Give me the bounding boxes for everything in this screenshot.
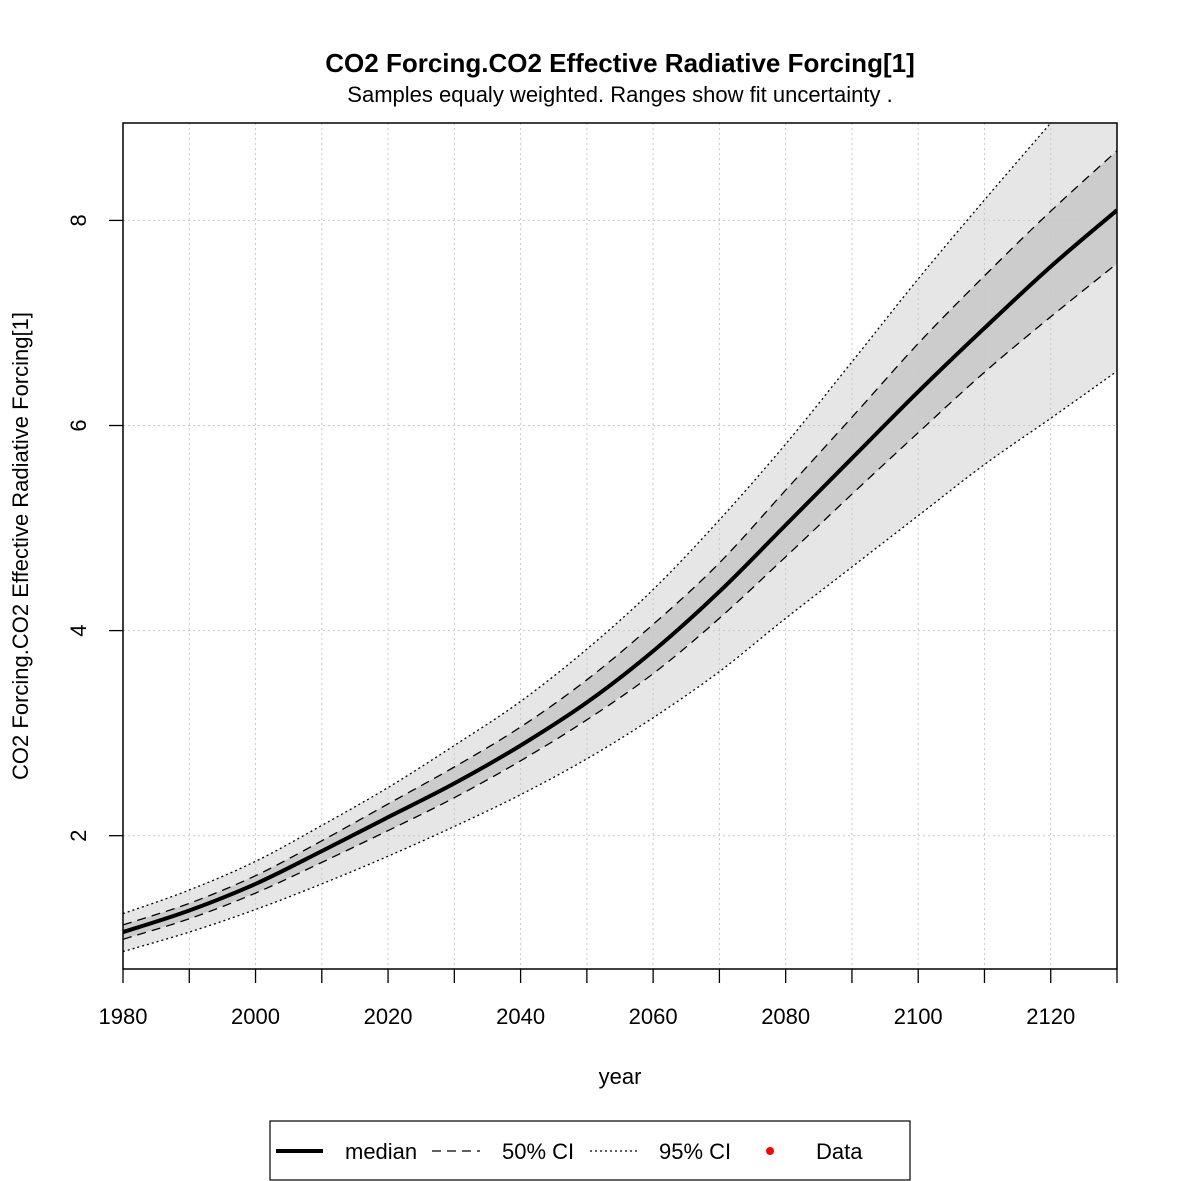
- band-95-ci: [123, 123, 1117, 952]
- series-line-95-ci-lower: [123, 370, 1117, 953]
- y-tick-label: 4: [66, 624, 91, 636]
- x-tick-label: 2120: [1026, 1004, 1075, 1029]
- ci-bands: [123, 123, 1117, 952]
- x-tick-label: 2100: [894, 1004, 943, 1029]
- plot-frame: [122, 122, 1118, 970]
- x-tick-label: 2060: [629, 1004, 678, 1029]
- chart-title: CO2 Forcing.CO2 Effective Radiative Forc…: [325, 48, 914, 78]
- series-line-95-ci-upper: [123, 123, 1052, 915]
- grid: [123, 123, 1117, 969]
- y-tick-label: 6: [66, 419, 91, 431]
- legend-median-label: median: [345, 1139, 417, 1164]
- y-tick-label: 8: [66, 214, 91, 226]
- x-tick-label: 2080: [761, 1004, 810, 1029]
- x-axis-label: year: [599, 1064, 642, 1089]
- y-axis-label: CO2 Forcing.CO2 Effective Radiative Forc…: [8, 312, 33, 780]
- series-line-50-ci-upper: [123, 150, 1117, 926]
- y-axis: 2 4 6 8: [66, 214, 123, 842]
- legend-ci50-label: 50% CI: [502, 1139, 574, 1164]
- chart-subtitle: Samples equaly weighted. Ranges show fit…: [347, 82, 892, 107]
- x-axis: 1980 2000 2020 2040 2060 2080 2100 2120: [99, 969, 1118, 1029]
- x-tick-label: 1980: [99, 1004, 148, 1029]
- x-tick-label: 2020: [364, 1004, 413, 1029]
- x-tick-label: 2040: [496, 1004, 545, 1029]
- series-line-median: [123, 208, 1117, 935]
- x-tick-label: 2000: [231, 1004, 280, 1029]
- series-line-50-ci-lower: [123, 262, 1117, 940]
- y-tick-label: 2: [66, 830, 91, 842]
- legend-ci95-label: 95% CI: [659, 1139, 731, 1164]
- series-lines: [123, 123, 1117, 953]
- legend-data-label: Data: [816, 1139, 863, 1164]
- legend-data-swatch: [766, 1147, 774, 1155]
- legend: median 50% CI 95% CI Data: [269, 1120, 911, 1181]
